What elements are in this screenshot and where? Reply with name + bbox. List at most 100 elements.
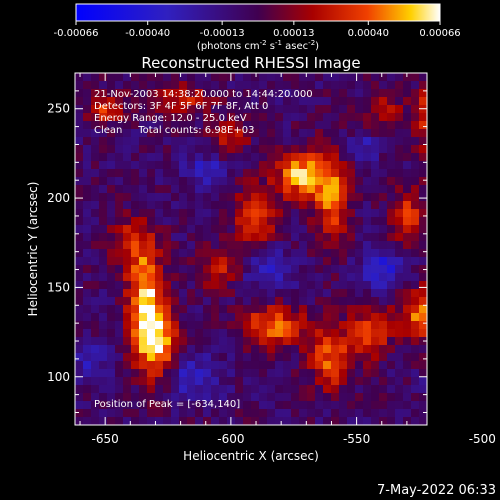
- heatmap-cell: [195, 169, 204, 178]
- heatmap-cell: [251, 257, 260, 266]
- heatmap-cell: [155, 225, 164, 234]
- heatmap-cell: [283, 161, 292, 170]
- heatmap-cell: [219, 177, 228, 186]
- heatmap-cell: [139, 209, 148, 218]
- heatmap-cell: [419, 217, 427, 226]
- heatmap-cell: [355, 289, 364, 298]
- heatmap-cell: [291, 417, 300, 425]
- heatmap-cell: [99, 289, 108, 298]
- heatmap-cell: [235, 401, 244, 410]
- heatmap-cell: [211, 201, 220, 210]
- heatmap-cell: [275, 361, 284, 370]
- heatmap-cell: [123, 273, 132, 282]
- heatmap-cell: [275, 177, 284, 186]
- heatmap-cell: [163, 233, 172, 242]
- heatmap-cell: [115, 393, 124, 402]
- heatmap-cell: [371, 201, 380, 210]
- heatmap-cell: [387, 209, 396, 218]
- heatmap-cell: [227, 89, 236, 98]
- heatmap-cell: [403, 369, 412, 378]
- heatmap-cell: [347, 97, 356, 106]
- heatmap-cell: [379, 297, 388, 306]
- heatmap-cell: [91, 209, 100, 218]
- heatmap-cell: [403, 113, 412, 122]
- heatmap-cell: [203, 377, 212, 386]
- heatmap-cell: [267, 145, 276, 154]
- heatmap-cell: [99, 113, 108, 122]
- heatmap-cell: [195, 185, 204, 194]
- heatmap-cell: [315, 169, 324, 178]
- heatmap-cell: [131, 129, 140, 138]
- heatmap-cell: [419, 353, 427, 362]
- heatmap-cell: [211, 393, 220, 402]
- heatmap-cell: [275, 337, 284, 346]
- heatmap-cell: [355, 193, 364, 202]
- heatmap-cell: [331, 369, 340, 378]
- heatmap-cell: [75, 121, 84, 130]
- heatmap-cell: [227, 161, 236, 170]
- heatmap-cell: [299, 257, 308, 266]
- heatmap-cell: [243, 201, 252, 210]
- heatmap-cell: [243, 249, 252, 258]
- heatmap-cell: [99, 137, 108, 146]
- heatmap-cell: [403, 321, 412, 330]
- heatmap-cell: [139, 265, 148, 274]
- heatmap-cell: [115, 345, 124, 354]
- heatmap-cell: [387, 345, 396, 354]
- heatmap-cell: [91, 297, 100, 306]
- heatmap-cell: [187, 273, 196, 282]
- heatmap-cell: [259, 257, 268, 266]
- heatmap-cell: [123, 257, 132, 266]
- heatmap-cell: [387, 313, 396, 322]
- heatmap-cell: [115, 137, 124, 146]
- heatmap-cell: [83, 121, 92, 130]
- heatmap-cell: [139, 177, 148, 186]
- heatmap-cell: [227, 217, 236, 226]
- heatmap-cell: [107, 113, 116, 122]
- heatmap-cell: [275, 289, 284, 298]
- heatmap-cell: [107, 401, 116, 410]
- heatmap-cell: [203, 89, 212, 98]
- heatmap-cell: [315, 321, 324, 330]
- heatmap-cell: [283, 137, 292, 146]
- heatmap-cell: [187, 233, 196, 242]
- heatmap-cell: [99, 89, 108, 98]
- heatmap-cell: [291, 81, 300, 90]
- heatmap-cell: [187, 129, 196, 138]
- heatmap-cell: [355, 153, 364, 162]
- heatmap-cell: [387, 161, 396, 170]
- heatmap-cell: [211, 329, 220, 338]
- heatmap-cell: [123, 249, 132, 258]
- heatmap-cell: [179, 265, 188, 274]
- heatmap-cell: [339, 185, 348, 194]
- heatmap-cell: [331, 353, 340, 362]
- heatmap-cell: [371, 281, 380, 290]
- heatmap-cell: [139, 417, 148, 425]
- heatmap-cell: [83, 257, 92, 266]
- heatmap-cell: [259, 81, 268, 90]
- heatmap-cell: [83, 409, 92, 418]
- heatmap-cell: [235, 113, 244, 122]
- heatmap-cell: [115, 145, 124, 154]
- heatmap-cell: [227, 321, 236, 330]
- heatmap-cell: [235, 169, 244, 178]
- heatmap-cell: [115, 113, 124, 122]
- heatmap-cell: [131, 73, 140, 82]
- heatmap-cell: [395, 185, 404, 194]
- y-axis-label: Heliocentric Y (arcsec): [26, 182, 40, 317]
- heatmap-cell: [75, 417, 84, 425]
- heatmap-cell: [347, 153, 356, 162]
- heatmap-cell: [115, 209, 124, 218]
- heatmap-cell: [379, 321, 388, 330]
- heatmap-cell: [387, 225, 396, 234]
- heatmap-cell: [123, 201, 132, 210]
- heatmap-cell: [83, 97, 92, 106]
- heatmap-cell: [347, 409, 356, 418]
- heatmap-cell: [387, 241, 396, 250]
- heatmap-cell: [91, 153, 100, 162]
- heatmap-cell: [147, 297, 156, 306]
- heatmap-cell: [243, 153, 252, 162]
- heatmap-cell: [419, 185, 427, 194]
- heatmap-cell: [259, 401, 268, 410]
- heatmap-cell: [379, 185, 388, 194]
